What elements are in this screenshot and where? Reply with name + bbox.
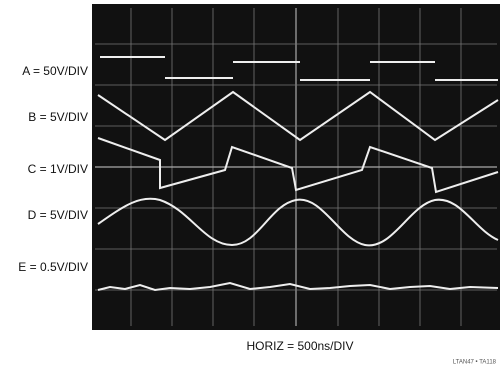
channel-label: C = 1V/DIV xyxy=(28,162,88,176)
trace-d xyxy=(97,197,499,247)
horizontal-label: HORIZ = 500ns/DIV xyxy=(246,339,353,353)
trace-a xyxy=(100,56,498,81)
channel-label: E = 0.5V/DIV xyxy=(18,260,88,274)
channel-label: A = 50V/DIV xyxy=(22,64,88,78)
channel-label: D = 5V/DIV xyxy=(28,208,88,222)
trace-e xyxy=(97,281,499,292)
channel-label: B = 5V/DIV xyxy=(28,110,88,124)
trace-b xyxy=(97,90,499,142)
figure-id: LTAN47 • TA118 xyxy=(453,360,497,366)
trace-c xyxy=(97,137,499,194)
